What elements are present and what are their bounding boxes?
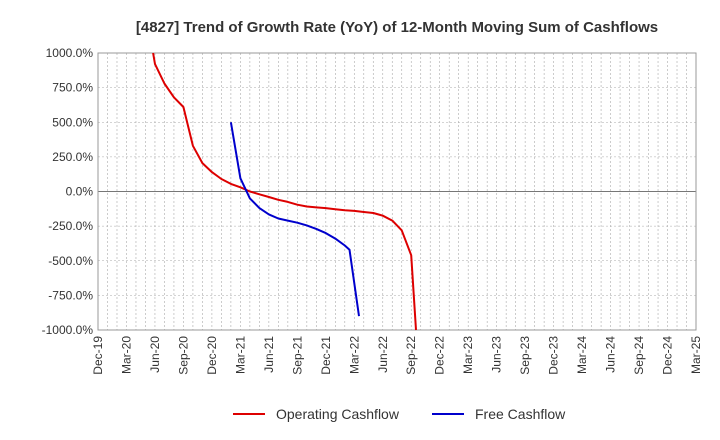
x-tick-label: Mar-21 xyxy=(233,336,247,374)
y-tick-label: -250.0% xyxy=(48,219,93,233)
legend: Operating Cashflow Free Cashflow xyxy=(233,406,566,422)
y-axis: 1000.0% 750.0% 500.0% 250.0% 0.0% -250.0% -500… xyxy=(42,46,94,337)
x-axis: Dec-19 Mar-20 Jun-20 Sep-20 Dec-20 Mar-21 Jun-… xyxy=(91,336,703,375)
legend-label-free: Free Cashflow xyxy=(475,406,566,422)
x-tick-label: Sep-24 xyxy=(632,336,646,375)
chart-title: [4827] Trend of Growth Rate (YoY) of 12-… xyxy=(136,19,658,36)
x-tick-label: Dec-23 xyxy=(547,336,561,375)
y-tick-label: 1000.0% xyxy=(46,46,94,60)
x-tick-label: Sep-21 xyxy=(290,336,304,375)
legend-label-operating: Operating Cashflow xyxy=(276,406,400,422)
x-tick-label: Dec-19 xyxy=(91,336,105,375)
x-tick-label: Mar-22 xyxy=(347,336,361,374)
x-tick-label: Sep-22 xyxy=(404,336,418,375)
y-tick-label: -750.0% xyxy=(48,288,93,302)
x-tick-label: Dec-22 xyxy=(433,336,447,375)
x-tick-label: Sep-23 xyxy=(518,336,532,375)
x-tick-label: Dec-20 xyxy=(205,336,219,375)
plot-area xyxy=(97,52,697,331)
x-tick-label: Jun-23 xyxy=(490,336,504,373)
x-tick-label: Sep-20 xyxy=(176,336,190,375)
x-tick-label: Jun-21 xyxy=(262,336,276,373)
series-lines xyxy=(152,52,417,331)
series-line-free-cashflow xyxy=(229,122,360,317)
x-tick-label: Mar-23 xyxy=(461,336,475,374)
y-tick-label: -1000.0% xyxy=(42,323,94,337)
y-tick-label: 750.0% xyxy=(52,81,93,95)
x-tick-label: Mar-20 xyxy=(119,336,133,374)
x-tick-label: Mar-25 xyxy=(689,336,703,374)
x-tick-label: Dec-21 xyxy=(319,336,333,375)
x-tick-label: Jun-20 xyxy=(148,336,162,373)
x-tick-label: Jun-24 xyxy=(604,336,618,373)
y-tick-label: -500.0% xyxy=(48,254,93,268)
series-line-operating-cashflow xyxy=(152,52,417,331)
y-tick-label: 500.0% xyxy=(52,115,93,129)
y-tick-label: 0.0% xyxy=(66,185,94,199)
x-tick-label: Jun-22 xyxy=(376,336,390,373)
x-tick-label: Mar-24 xyxy=(575,336,589,374)
grid xyxy=(98,53,696,330)
x-tick-label: Dec-24 xyxy=(661,336,675,375)
y-tick-label: 250.0% xyxy=(52,150,93,164)
